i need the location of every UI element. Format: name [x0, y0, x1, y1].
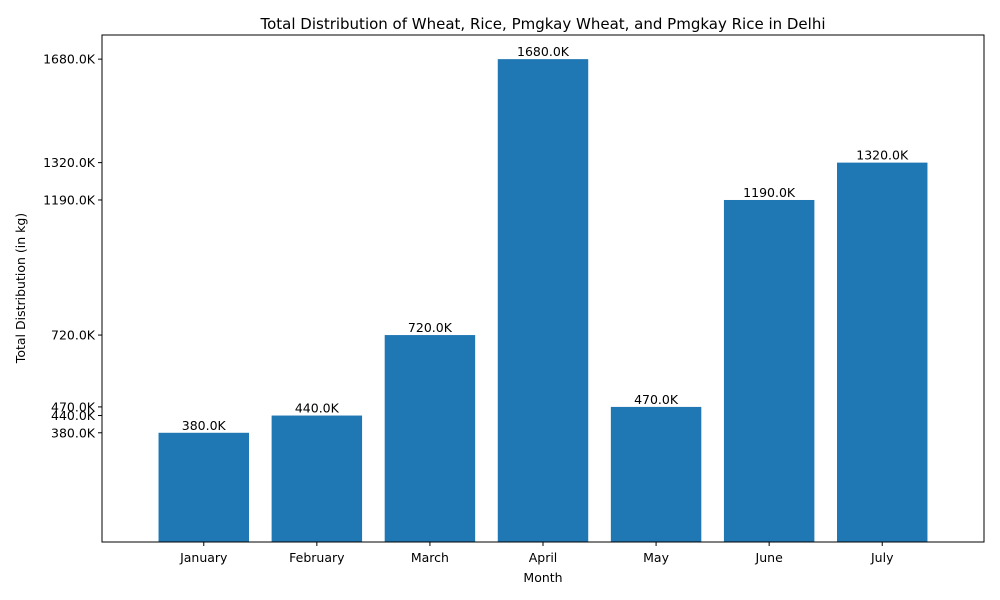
bar-june	[723, 199, 815, 542]
x-tick-label-january: January	[179, 550, 228, 565]
y-tick-label: 380.0K	[51, 425, 96, 440]
bar-march	[384, 335, 476, 542]
data-label-june: 1190.0K	[743, 185, 796, 200]
y-tick-label: 1320.0K	[43, 155, 96, 170]
x-tick-label-july: July	[870, 550, 894, 565]
bar-january	[158, 432, 249, 542]
bars-group	[158, 59, 928, 543]
x-tick-label-may: May	[643, 550, 669, 565]
data-label-july: 1320.0K	[856, 148, 909, 163]
x-tick-label-march: March	[411, 550, 449, 565]
bar-july	[837, 162, 928, 542]
bar-april	[497, 59, 589, 543]
data-label-april: 1680.0K	[517, 44, 570, 59]
bar-may	[610, 406, 702, 542]
y-tick-label: 720.0K	[51, 328, 96, 343]
data-label-march: 720.0K	[408, 320, 453, 335]
y-axis-label: Total Distribution (in kg)	[13, 213, 28, 364]
chart-title: Total Distribution of Wheat, Rice, Pmgka…	[259, 15, 825, 33]
y-tick-label: 1680.0K	[43, 52, 96, 67]
data-label-january: 380.0K	[182, 418, 227, 433]
data-label-february: 440.0K	[295, 401, 340, 416]
data-label-may: 470.0K	[634, 392, 679, 407]
bar-february	[271, 415, 363, 542]
x-axis-label: Month	[523, 570, 562, 585]
y-tick-label: 1190.0K	[43, 192, 96, 207]
x-axis: January February March April May June July	[179, 542, 894, 565]
y-tick-label: 470.0K	[51, 399, 96, 414]
data-labels-group: 380.0K 440.0K 720.0K 1680.0K 470.0K 1190.0K 13…	[182, 44, 909, 433]
y-tick-label: 440.0K	[51, 408, 96, 423]
x-tick-label-june: June	[755, 550, 784, 565]
x-tick-label-april: April	[529, 550, 558, 565]
x-tick-label-february: February	[289, 550, 345, 565]
